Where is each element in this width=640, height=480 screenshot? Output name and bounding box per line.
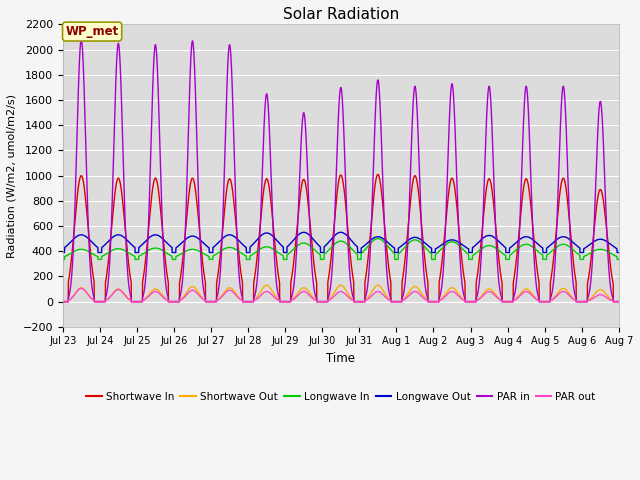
Legend: Shortwave In, Shortwave Out, Longwave In, Longwave Out, PAR in, PAR out: Shortwave In, Shortwave Out, Longwave In… <box>82 388 600 406</box>
Y-axis label: Radiation (W/m2, umol/m2/s): Radiation (W/m2, umol/m2/s) <box>7 94 17 258</box>
X-axis label: Time: Time <box>326 352 355 365</box>
Text: WP_met: WP_met <box>65 25 119 38</box>
Title: Solar Radiation: Solar Radiation <box>283 7 399 22</box>
